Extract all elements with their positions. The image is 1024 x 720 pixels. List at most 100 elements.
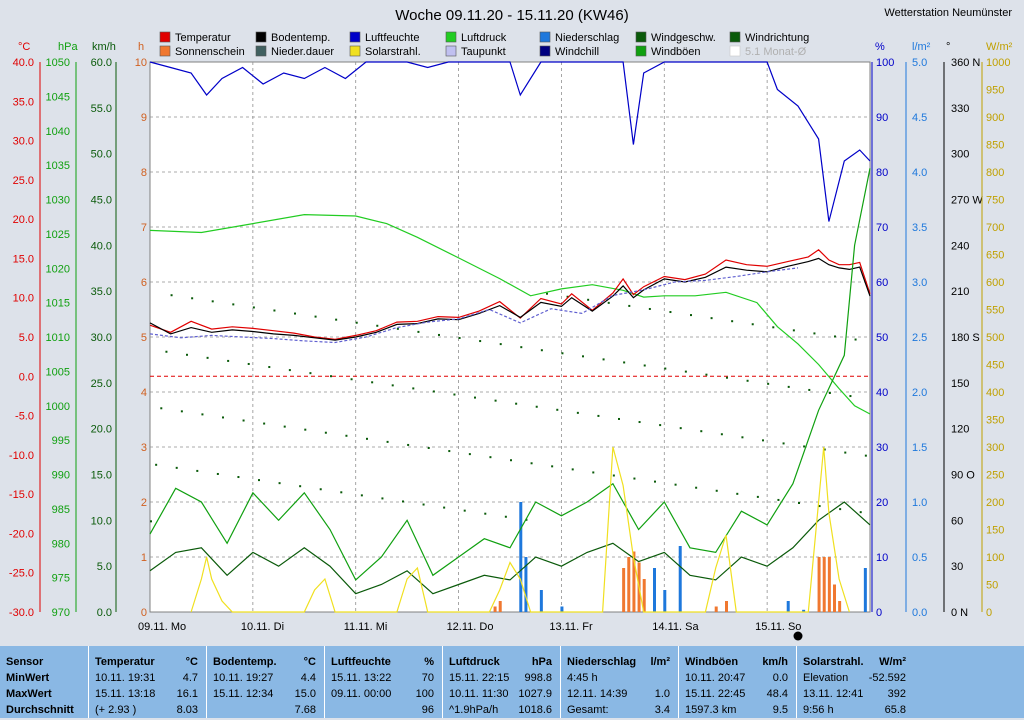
wind-direction-dot [556, 408, 559, 411]
bar-niederschlag [524, 557, 528, 612]
wind-direction-dot [252, 306, 255, 309]
legend-label-11: Taupunkt [461, 46, 506, 58]
wind-direction-dot [494, 399, 497, 402]
wind-direction-dot [376, 324, 379, 327]
wind-direction-dot [407, 443, 410, 446]
wind-direction-dot [417, 330, 420, 333]
wind-direction-dot [561, 352, 564, 355]
pressure-axis-tick-label: 990 [52, 470, 70, 482]
wind-direction-dot [515, 402, 518, 405]
solar-axis-tick-label: 500 [986, 332, 1004, 344]
wind-direction-dot [540, 349, 543, 352]
wind-direction-dot [520, 346, 523, 349]
rain-axis-tick-label: 0.0 [912, 607, 927, 619]
wind-direction-dot [340, 491, 343, 494]
stats-block-3: Luftfeuchte% 15.11. 13:22 70 09.11. 00:00 10… [324, 646, 442, 718]
wind-direction-dot [623, 361, 626, 364]
stats-block-unit: hPa [531, 656, 552, 668]
wind-direction-dot [746, 379, 749, 382]
legend-swatch-12 [539, 45, 551, 57]
chart-title: Woche 09.11.20 - 15.11.20 (KW46) [395, 7, 628, 24]
wind-direction-dot [597, 414, 600, 417]
legend-swatch-3 [349, 31, 361, 43]
wind-direction-dot [612, 474, 615, 477]
legend-label-14: 5.1 Monat-Ø [745, 46, 807, 58]
pressure-axis-tick-label: 1030 [46, 195, 70, 207]
sun-axis-tick-label: 9 [141, 112, 147, 124]
wind-direction-dot [798, 502, 800, 504]
bar-sonnenschein [714, 606, 718, 612]
wind-direction-dot [258, 479, 260, 482]
stats-row-value: -52.592 [868, 672, 906, 684]
stats-row-value: 9.5 [772, 704, 788, 716]
wind-direction-dot [443, 506, 446, 509]
wind-direction-dot [504, 515, 507, 518]
stats-block-2: Bodentemp. °C 10.11. 19:27 4.4 15.11. 12:34 1… [206, 646, 324, 718]
rain-axis-tick-label: 0.5 [912, 552, 927, 564]
wind-direction-dot [551, 465, 554, 468]
wind-direction-dot [330, 375, 332, 378]
bar-niederschlag [786, 601, 790, 612]
wind-direction-dot [628, 304, 631, 307]
wind-axis-tick-label: 5.0 [97, 561, 112, 573]
stats-row: 4:45 h [561, 672, 678, 688]
humidity-unit-label: % [875, 41, 885, 53]
wind-axis-tick-label: 10.0 [91, 515, 112, 527]
stats-row-label: 10.11. 11:30 [449, 688, 509, 700]
pressure-unit-label: hPa [58, 41, 78, 53]
pressure-axis-tick-label: 1050 [46, 57, 70, 69]
legend-label-1: Temperatur [175, 32, 231, 44]
stats-row-label: (+ 2.93 ) [95, 704, 137, 716]
pressure-axis-tick-label: 1035 [46, 160, 70, 172]
stats-row-label: 1597.3 km [685, 704, 737, 716]
stats-row: 15.11. 22:45 48.4 [679, 688, 796, 704]
wind-direction-dot [751, 323, 754, 326]
wind-direction-dot [576, 411, 579, 414]
wind-direction-dot [823, 448, 826, 451]
humidity-axis-tick-label: 0 [876, 607, 882, 619]
wind-direction-dot [756, 495, 759, 498]
solar-axis-tick-label: 50 [986, 580, 998, 592]
stats-block-head: Solarstrahl. W/m² [797, 656, 914, 672]
wind-direction-dot [834, 335, 836, 338]
stats-row-label: 09.11. 00:00 [331, 688, 392, 700]
direction-axis-tick-label: 240 [951, 240, 969, 252]
wind-direction-dot [268, 366, 271, 369]
sun-axis-tick-label: 10 [135, 57, 147, 69]
rain-axis-tick-label: 3.0 [912, 277, 927, 289]
stats-row-label: 10.11. 19:31 [95, 672, 156, 684]
pressure-axis-tick-label: 995 [52, 435, 70, 447]
wind-direction-dot [782, 442, 785, 445]
stats-row-value: 96 [421, 704, 434, 716]
bar-sonnenschein [622, 568, 626, 612]
rain-axis-tick-label: 3.5 [912, 222, 927, 234]
direction-axis-tick-label: 60 [951, 515, 963, 527]
sun-axis-tick-label: 6 [141, 277, 147, 289]
legend-label-8: Sonnenschein [175, 46, 245, 58]
wind-direction-dot [427, 447, 430, 449]
wind-direction-dot [150, 520, 152, 523]
wind-direction-dot [186, 353, 188, 356]
wind-direction-dot [438, 333, 440, 336]
sensor-column: Sensor MinWert MaxWert Durchschnitt [0, 646, 86, 718]
wind-direction-dot [366, 437, 368, 440]
stats-row: 15.11. 13:22 70 [325, 672, 442, 688]
stats-row-label: 9:56 h [803, 704, 834, 716]
bar-sonnenschein [725, 601, 728, 612]
stats-row: 10.11. 20:47 0.0 [679, 672, 796, 688]
wind-direction-dot [695, 486, 698, 489]
stats-row: 15.11. 13:18 16.1 [89, 688, 206, 704]
wind-direction-dot [463, 509, 466, 512]
series-luftdruck [149, 213, 871, 415]
wind-direction-dot [294, 312, 296, 315]
humidity-axis-tick-label: 60 [876, 277, 888, 289]
legend-label-2: Bodentemp. [271, 32, 330, 44]
bar-niederschlag [653, 568, 656, 612]
wind-direction-dot [741, 436, 744, 439]
wind-axis-tick-label: 0.0 [97, 607, 112, 619]
humidity-axis-tick-label: 70 [876, 222, 888, 234]
temp-axis-tick-label: 35.0 [13, 96, 34, 108]
stats-block-head: Luftfeuchte% [325, 656, 442, 672]
wind-direction-dot [227, 359, 230, 362]
stats-row-value: 998.8 [524, 672, 552, 684]
